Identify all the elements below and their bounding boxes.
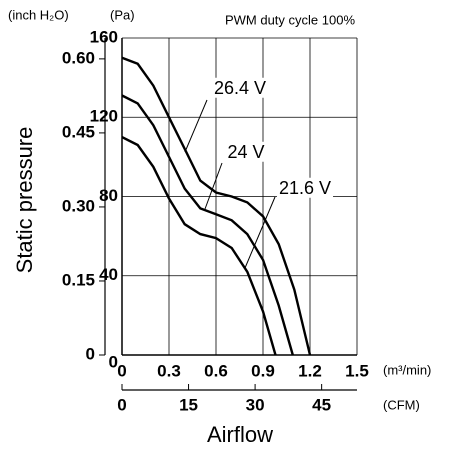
series-label: 24 V	[227, 142, 264, 162]
y-tick-label: 0	[109, 352, 118, 371]
y2-tick-label: 0	[86, 344, 95, 363]
label-bg	[225, 141, 267, 162]
leader-line	[204, 162, 223, 210]
x2-tick-label: 15	[179, 395, 198, 414]
x-axis-label: Airflow	[207, 422, 273, 447]
y-axis-label: Static pressure	[12, 127, 37, 274]
curve	[121, 94, 294, 356]
x-unit: (m³/min)	[383, 362, 431, 377]
y-tick-label: 120	[90, 107, 118, 126]
y2-tick-label: 0.30	[62, 196, 95, 215]
x-tick-label: 1.2	[298, 361, 322, 380]
leader-line	[184, 99, 208, 153]
y-tick-label: 80	[99, 186, 118, 205]
y2-tick-label: 0.60	[62, 48, 95, 67]
x-tick-label: 0	[117, 361, 126, 380]
y-tick-label: 160	[90, 27, 118, 46]
y2-tick-label: 0.15	[62, 270, 95, 289]
x-tick-label: 0.6	[204, 361, 228, 380]
x-tick-label: 1.5	[345, 361, 369, 380]
x2-tick-label: 30	[246, 395, 265, 414]
y2-tick-label: 0.45	[62, 122, 95, 141]
x2-tick-label: 45	[312, 395, 331, 414]
y-unit: (Pa)	[110, 7, 135, 22]
series-label: 21.6 V	[279, 178, 331, 198]
x2-tick-label: 0	[117, 395, 126, 414]
leader-line	[244, 196, 276, 269]
series-label: 26.4 V	[214, 78, 266, 98]
label-bg	[276, 177, 334, 198]
label-bg	[211, 77, 269, 98]
x-tick-label: 0.3	[157, 361, 181, 380]
chart-title: PWM duty cycle 100%	[225, 12, 355, 27]
y-tick-label: 40	[99, 265, 118, 284]
x-tick-label: 0.9	[251, 361, 275, 380]
y2-unit: (inch H₂O)	[8, 7, 69, 22]
curve	[121, 56, 312, 356]
curve	[121, 136, 277, 356]
x2-unit: (CFM)	[383, 397, 420, 412]
